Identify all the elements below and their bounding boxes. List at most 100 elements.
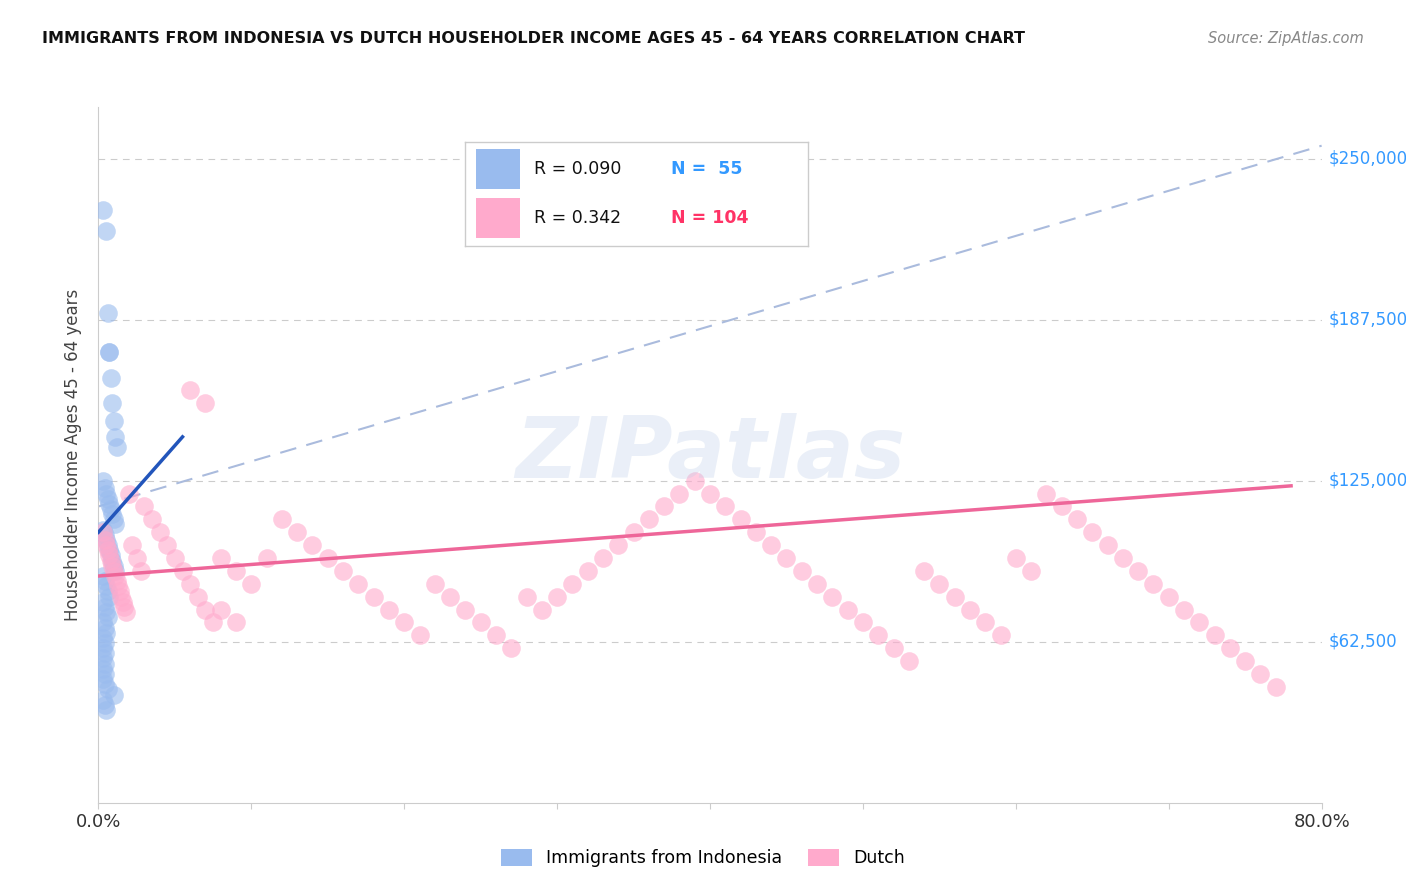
Point [98, 549, 121, 563]
Point [149, 525, 172, 540]
Y-axis label: Householder Income Ages 45 - 64 years: Householder Income Ages 45 - 64 years [65, 289, 83, 621]
Point [1035, 486, 1057, 500]
Point [93, 574, 115, 589]
Point [1142, 576, 1164, 591]
Point [93, 621, 115, 635]
Point [93, 657, 115, 671]
Point [98, 543, 121, 558]
Point [91, 662, 114, 676]
Point [576, 564, 599, 578]
Point [530, 602, 553, 616]
Point [194, 396, 217, 410]
Point [928, 576, 950, 591]
Point [745, 525, 768, 540]
Point [301, 538, 323, 552]
Point [104, 569, 127, 583]
Point [105, 574, 128, 589]
Point [392, 615, 416, 630]
Point [1264, 680, 1286, 694]
Point [91, 651, 114, 665]
Point [97, 584, 120, 599]
Point [821, 590, 844, 604]
Point [501, 641, 523, 656]
Point [104, 564, 127, 578]
Point [408, 628, 430, 642]
Point [93, 636, 115, 650]
Point [1004, 551, 1026, 566]
Point [943, 590, 966, 604]
Point [103, 558, 125, 573]
Point [97, 610, 120, 624]
Point [121, 538, 143, 552]
Point [97, 491, 120, 506]
Point [897, 654, 920, 668]
Point [179, 576, 201, 591]
Point [1204, 628, 1226, 642]
Point [97, 543, 120, 558]
Point [607, 538, 630, 552]
Point [1128, 564, 1150, 578]
Point [974, 615, 997, 630]
Text: ZIPatlas: ZIPatlas [515, 413, 905, 497]
Point [1188, 615, 1211, 630]
Point [91, 203, 114, 218]
Point [141, 512, 163, 526]
Point [91, 672, 114, 686]
Point [347, 576, 370, 591]
Point [100, 370, 122, 384]
Point [101, 507, 124, 521]
Point [107, 579, 129, 593]
Point [125, 551, 148, 566]
Point [91, 569, 114, 583]
Point [93, 667, 115, 681]
Point [103, 688, 125, 702]
Point [790, 564, 813, 578]
Point [93, 482, 115, 496]
Point [837, 602, 859, 616]
Point [156, 538, 179, 552]
Point [1081, 525, 1104, 540]
Point [91, 631, 114, 645]
Point [94, 605, 117, 619]
Point [93, 599, 115, 614]
Point [439, 590, 461, 604]
Point [101, 553, 124, 567]
Point [256, 551, 278, 566]
Point [516, 590, 538, 604]
Point [423, 576, 446, 591]
Point [93, 533, 115, 547]
Text: N = 104: N = 104 [671, 209, 748, 227]
Point [129, 564, 152, 578]
Point [240, 576, 263, 591]
Point [93, 528, 115, 542]
Legend: Immigrants from Indonesia, Dutch: Immigrants from Indonesia, Dutch [494, 842, 912, 874]
Point [683, 474, 706, 488]
Point [546, 590, 568, 604]
Text: $250,000: $250,000 [1329, 150, 1406, 168]
Point [990, 628, 1012, 642]
Text: N =  55: N = 55 [671, 160, 742, 178]
Point [91, 525, 114, 540]
Point [1019, 564, 1042, 578]
Point [759, 538, 782, 552]
Point [561, 576, 583, 591]
Text: R = 0.342: R = 0.342 [534, 209, 621, 227]
Point [91, 595, 114, 609]
Point [115, 605, 138, 619]
Point [668, 486, 690, 500]
Point [91, 474, 114, 488]
Point [103, 564, 125, 578]
Point [637, 512, 661, 526]
Point [91, 692, 114, 706]
Point [97, 682, 120, 697]
Point [111, 595, 134, 609]
Text: R = 0.090: R = 0.090 [534, 160, 621, 178]
Point [94, 533, 117, 547]
Text: $187,500: $187,500 [1329, 310, 1406, 328]
Point [1112, 551, 1135, 566]
Text: IMMIGRANTS FROM INDONESIA VS DUTCH HOUSEHOLDER INCOME AGES 45 - 64 YEARS CORRELA: IMMIGRANTS FROM INDONESIA VS DUTCH HOUSE… [42, 31, 1025, 46]
Point [378, 602, 401, 616]
Point [98, 590, 121, 604]
Point [959, 602, 981, 616]
Point [202, 615, 225, 630]
